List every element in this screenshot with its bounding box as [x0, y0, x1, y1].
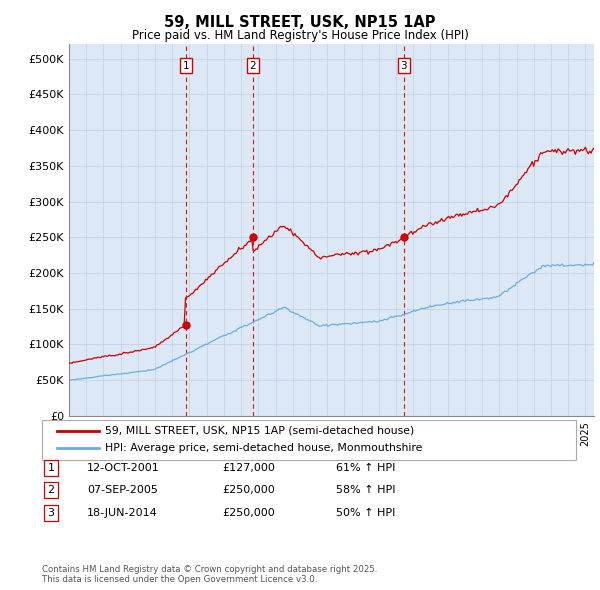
Text: HPI: Average price, semi-detached house, Monmouthshire: HPI: Average price, semi-detached house,…: [105, 444, 422, 453]
Text: 59, MILL STREET, USK, NP15 1AP: 59, MILL STREET, USK, NP15 1AP: [164, 15, 436, 30]
Text: 61% ↑ HPI: 61% ↑ HPI: [336, 463, 395, 473]
Text: 1: 1: [182, 61, 189, 71]
Text: 50% ↑ HPI: 50% ↑ HPI: [336, 508, 395, 517]
Text: 59, MILL STREET, USK, NP15 1AP (semi-detached house): 59, MILL STREET, USK, NP15 1AP (semi-det…: [105, 426, 414, 435]
Text: £250,000: £250,000: [222, 486, 275, 495]
Text: 07-SEP-2005: 07-SEP-2005: [87, 486, 158, 495]
Text: £127,000: £127,000: [222, 463, 275, 473]
Text: 3: 3: [401, 61, 407, 71]
Text: 18-JUN-2014: 18-JUN-2014: [87, 508, 158, 517]
Text: 2: 2: [47, 486, 55, 495]
Text: 2: 2: [250, 61, 256, 71]
Text: Contains HM Land Registry data © Crown copyright and database right 2025.
This d: Contains HM Land Registry data © Crown c…: [42, 565, 377, 584]
Text: £250,000: £250,000: [222, 508, 275, 517]
Text: 12-OCT-2001: 12-OCT-2001: [87, 463, 160, 473]
Text: 58% ↑ HPI: 58% ↑ HPI: [336, 486, 395, 495]
Text: Price paid vs. HM Land Registry's House Price Index (HPI): Price paid vs. HM Land Registry's House …: [131, 29, 469, 42]
Text: 1: 1: [47, 463, 55, 473]
Text: 3: 3: [47, 508, 55, 517]
